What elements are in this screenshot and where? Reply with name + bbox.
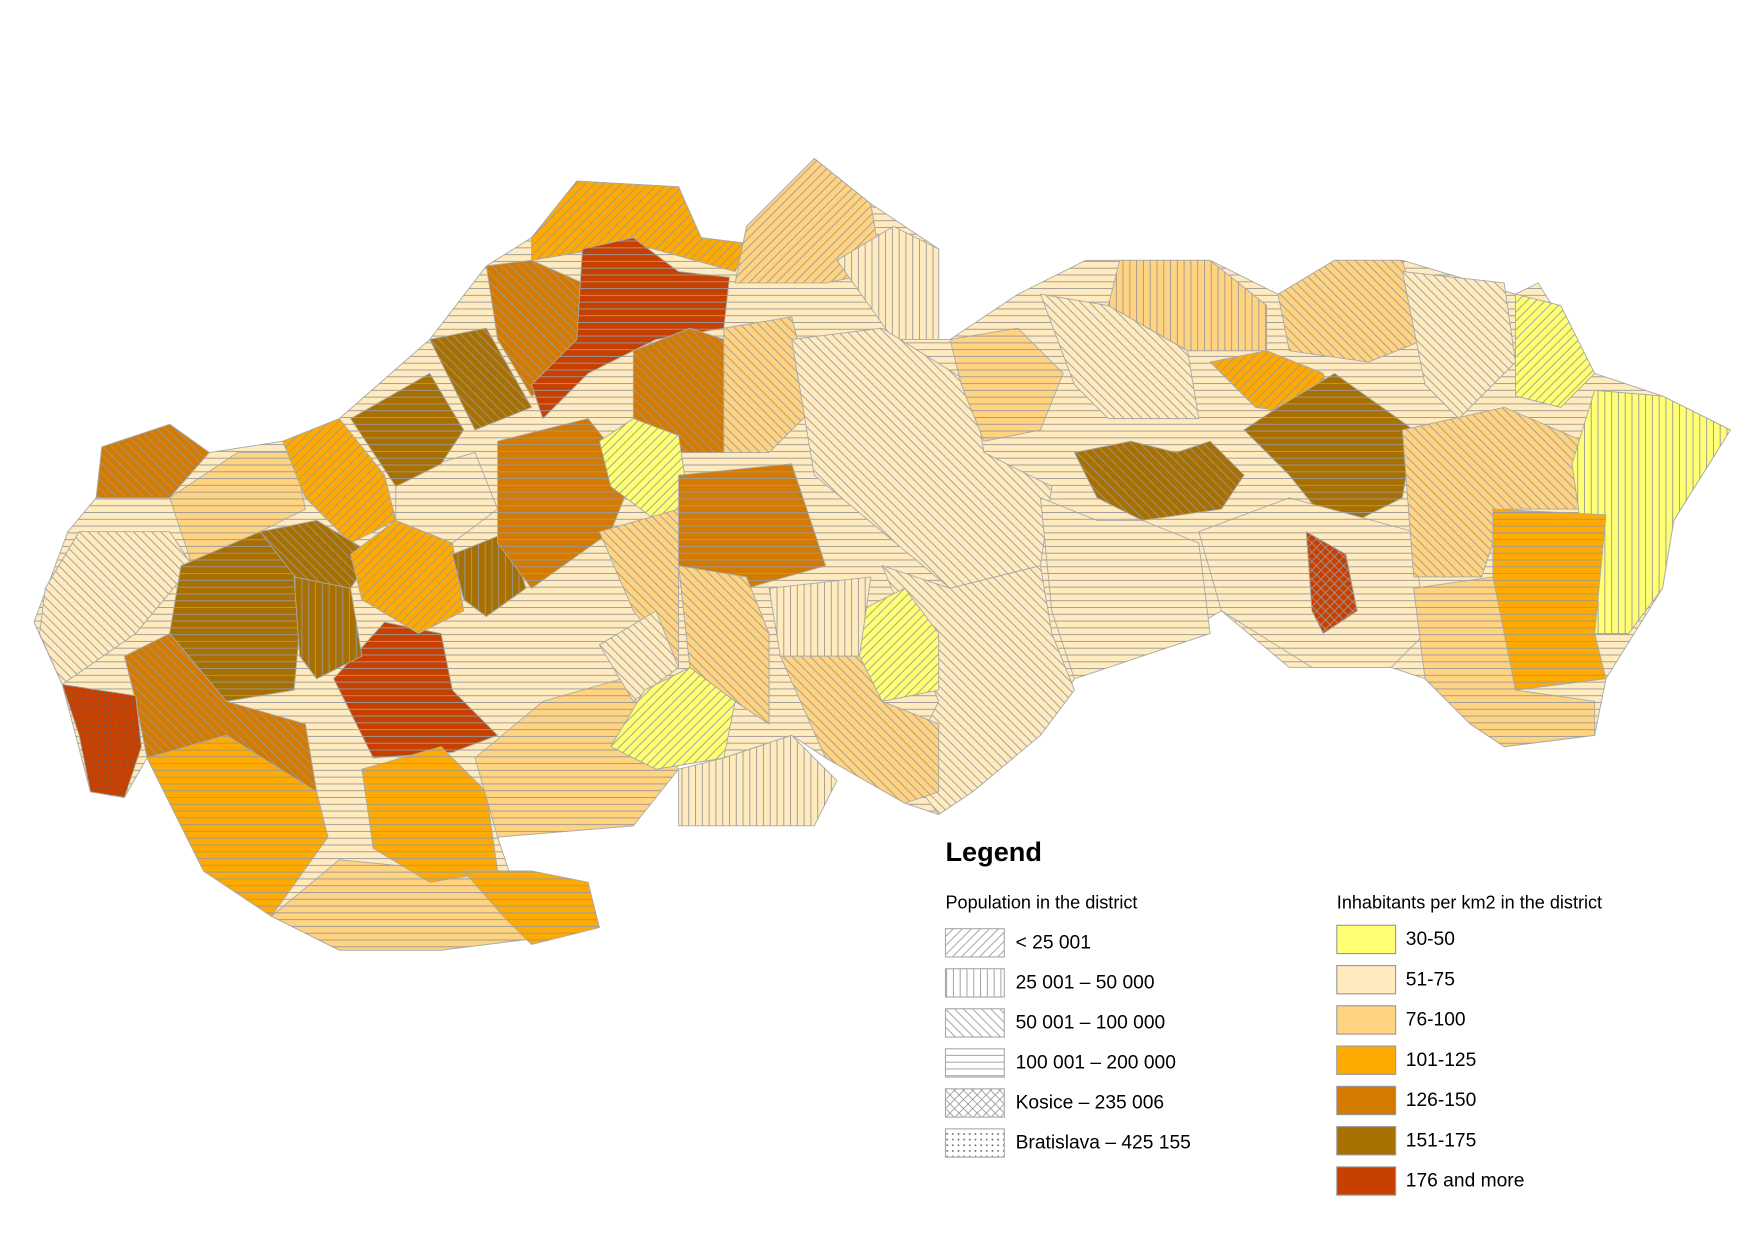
district-pattern bbox=[395, 452, 498, 544]
district-pattern bbox=[350, 520, 464, 634]
district-pattern bbox=[124, 633, 317, 792]
legend-swatch bbox=[1336, 924, 1397, 955]
district-pattern bbox=[780, 633, 939, 804]
district-pattern bbox=[62, 684, 142, 798]
legend-label: Bratislava – 425 155 bbox=[1016, 1133, 1191, 1154]
district-pattern bbox=[848, 588, 939, 702]
district-pattern bbox=[1572, 390, 1731, 634]
district-pattern bbox=[1402, 271, 1516, 419]
legend-title: Legend bbox=[945, 836, 1041, 867]
district-pattern bbox=[294, 576, 362, 679]
district-pattern bbox=[678, 463, 826, 589]
district-pattern bbox=[769, 576, 871, 657]
legend-subtitle: Population in the district bbox=[945, 893, 1137, 913]
legend-swatch bbox=[1336, 1126, 1397, 1156]
legend-label: 76-100 bbox=[1406, 1010, 1466, 1031]
legend-label: 126-150 bbox=[1406, 1090, 1477, 1111]
district-pattern bbox=[271, 859, 532, 951]
district-pattern bbox=[497, 418, 634, 589]
district-pattern bbox=[1040, 294, 1199, 419]
district-pattern bbox=[599, 610, 679, 702]
district-pattern bbox=[1515, 294, 1595, 408]
district-pattern bbox=[1402, 407, 1595, 577]
legend-label: 30-50 bbox=[1406, 929, 1455, 950]
legend: < 25 001 25 001 – 50 000 50 001 – 100 000 1… bbox=[944, 924, 1525, 1196]
district-pattern bbox=[633, 328, 724, 453]
district-pattern bbox=[1306, 531, 1358, 634]
district-pattern bbox=[599, 418, 690, 521]
district-pattern bbox=[96, 424, 210, 498]
district-pattern bbox=[282, 418, 396, 544]
district-pattern bbox=[610, 667, 736, 770]
legend-label: 101-125 bbox=[1406, 1050, 1477, 1071]
legend-pattern bbox=[944, 1088, 1005, 1118]
legend-label: Kosice – 235 006 bbox=[1016, 1093, 1165, 1114]
legend-label: 176 and more bbox=[1406, 1171, 1525, 1192]
districts bbox=[33, 157, 1732, 951]
district-pattern bbox=[1492, 509, 1606, 691]
legend-label: 151-175 bbox=[1406, 1130, 1477, 1151]
district-pattern bbox=[1413, 576, 1595, 747]
district-pattern bbox=[791, 328, 1052, 589]
district-pattern bbox=[463, 871, 600, 945]
legend-swatch bbox=[1336, 1045, 1397, 1075]
district-pattern bbox=[1277, 260, 1426, 363]
legend-subtitle: Inhabitants per km2 in the district bbox=[1337, 893, 1602, 913]
district-pattern bbox=[735, 158, 883, 283]
district-pattern bbox=[169, 452, 306, 566]
legend-pattern bbox=[944, 968, 1005, 998]
district-pattern bbox=[1244, 373, 1414, 532]
district-pattern bbox=[350, 373, 464, 487]
district-pattern bbox=[950, 328, 1064, 442]
legend-swatch bbox=[1336, 964, 1397, 995]
district-pattern bbox=[147, 735, 328, 917]
legend-pattern bbox=[944, 1008, 1005, 1038]
legend-swatch bbox=[1336, 1085, 1397, 1116]
legend-label: 25 001 – 50 000 bbox=[1016, 973, 1155, 994]
district-pattern bbox=[678, 735, 837, 826]
district-pattern bbox=[1108, 260, 1267, 351]
legend-label: 51-75 bbox=[1406, 969, 1455, 990]
district-pattern bbox=[1074, 441, 1245, 521]
legend-label: 100 001 – 200 000 bbox=[1016, 1053, 1176, 1074]
legend-label: < 25 001 bbox=[1016, 932, 1091, 953]
district-pattern bbox=[723, 316, 815, 453]
district-pattern bbox=[429, 328, 532, 430]
district-pattern bbox=[531, 237, 730, 419]
district-pattern bbox=[836, 226, 939, 340]
district-pattern bbox=[39, 531, 193, 685]
legend-label: 50 001 – 100 000 bbox=[1016, 1013, 1166, 1034]
legend-swatch bbox=[1336, 1166, 1397, 1196]
district-pattern bbox=[333, 622, 498, 758]
district-pattern bbox=[678, 565, 770, 724]
legend-pattern bbox=[944, 1128, 1005, 1158]
district-pattern bbox=[1040, 497, 1211, 679]
legend-pattern bbox=[944, 928, 1005, 958]
district-pattern bbox=[169, 531, 306, 702]
legend-pattern bbox=[944, 1048, 1005, 1078]
legend-swatch bbox=[1336, 1005, 1397, 1035]
district-pattern bbox=[361, 746, 498, 883]
